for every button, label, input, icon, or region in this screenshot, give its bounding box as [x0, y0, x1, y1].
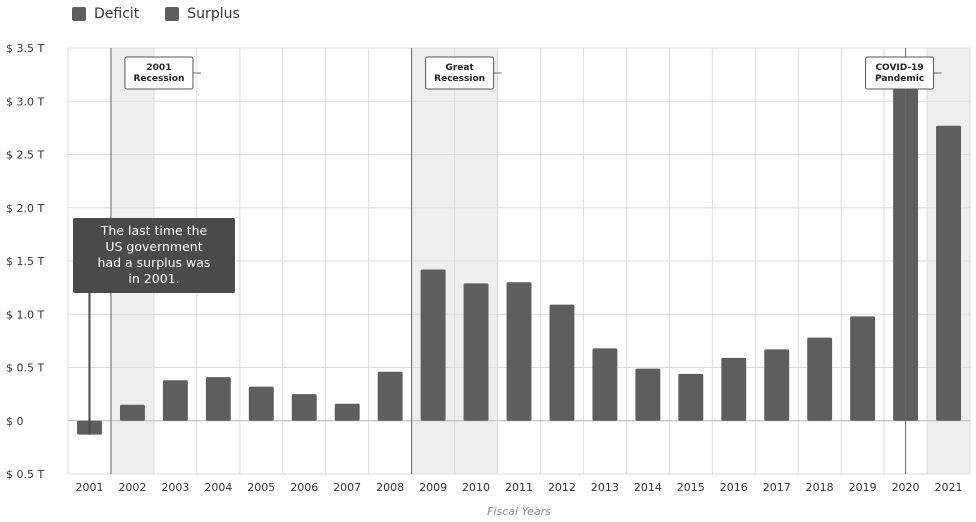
y-tick-label: $ 1.0 T: [6, 308, 44, 321]
x-tick-label: 2018: [806, 481, 834, 494]
event-label-text: 2001: [146, 63, 171, 73]
x-tick-label: 2019: [849, 481, 877, 494]
event-label-text: Recession: [434, 74, 485, 84]
bar-2006: [292, 394, 317, 421]
y-tick-label: $ 1.5 T: [6, 255, 44, 268]
bar-2013: [592, 348, 617, 420]
bar-2010: [464, 283, 489, 420]
event-label-box-1: [426, 57, 494, 89]
event-label-box-0: [125, 57, 193, 89]
x-tick-label: 2009: [419, 481, 447, 494]
event-label-text: Recession: [134, 74, 185, 84]
x-tick-label: 2013: [591, 481, 619, 494]
y-tick-label: $ 0.5 T: [6, 362, 44, 375]
x-axis-title: Fiscal Years: [487, 505, 551, 518]
x-tick-label: 2003: [161, 481, 189, 494]
bar-2012: [549, 305, 574, 421]
x-tick-label: 2011: [505, 481, 533, 494]
bar-2007: [335, 404, 360, 421]
x-tick-label: 2007: [333, 481, 361, 494]
x-tick-label: 2016: [720, 481, 748, 494]
bar-2016: [721, 358, 746, 421]
bar-2021: [936, 126, 961, 421]
y-tick-label: $ 0.5 T: [6, 468, 44, 481]
y-tick-label: $ 3.5 T: [6, 42, 44, 55]
event-label-text: Great: [445, 63, 474, 73]
y-tick-label: $ 2.0 T: [6, 202, 44, 215]
bar-2014: [635, 369, 660, 421]
bar-2004: [206, 377, 231, 421]
x-tick-label: 2004: [204, 481, 232, 494]
callout-text: in 2001.: [128, 271, 179, 286]
x-tick-label: 2012: [548, 481, 576, 494]
bar-2009: [421, 270, 446, 421]
x-tick-label: 2002: [118, 481, 146, 494]
x-tick-label: 2014: [634, 481, 662, 494]
bar-2017: [764, 349, 789, 420]
x-tick-label: 2015: [677, 481, 705, 494]
bar-2011: [507, 282, 532, 420]
event-label-text: Pandemic: [875, 74, 924, 84]
x-tick-label: 2008: [376, 481, 404, 494]
x-tick-label: 2017: [763, 481, 791, 494]
bar-2005: [249, 387, 274, 421]
bar-2008: [378, 372, 403, 421]
x-tick-label: 2020: [892, 481, 920, 494]
bar-2019: [850, 316, 875, 420]
event-label-box-2: [866, 57, 934, 89]
bar-2003: [163, 380, 188, 420]
callout-text: The last time the: [100, 223, 208, 238]
x-tick-label: 2001: [75, 481, 103, 494]
bar-2015: [678, 374, 703, 421]
callout-text: US government: [105, 239, 202, 254]
y-tick-label: $ 3.0 T: [6, 95, 44, 108]
x-tick-label: 2006: [290, 481, 318, 494]
event-label-text: COVID-19: [875, 63, 923, 73]
bar-2002: [120, 405, 145, 421]
y-tick-label: $ 2.5 T: [6, 149, 44, 162]
y-tick-label: $ 0: [6, 415, 24, 428]
x-tick-label: 2021: [935, 481, 963, 494]
x-tick-label: 2010: [462, 481, 490, 494]
x-tick-label: 2005: [247, 481, 275, 494]
bar-2018: [807, 338, 832, 421]
callout-text: had a surplus was: [98, 255, 211, 270]
